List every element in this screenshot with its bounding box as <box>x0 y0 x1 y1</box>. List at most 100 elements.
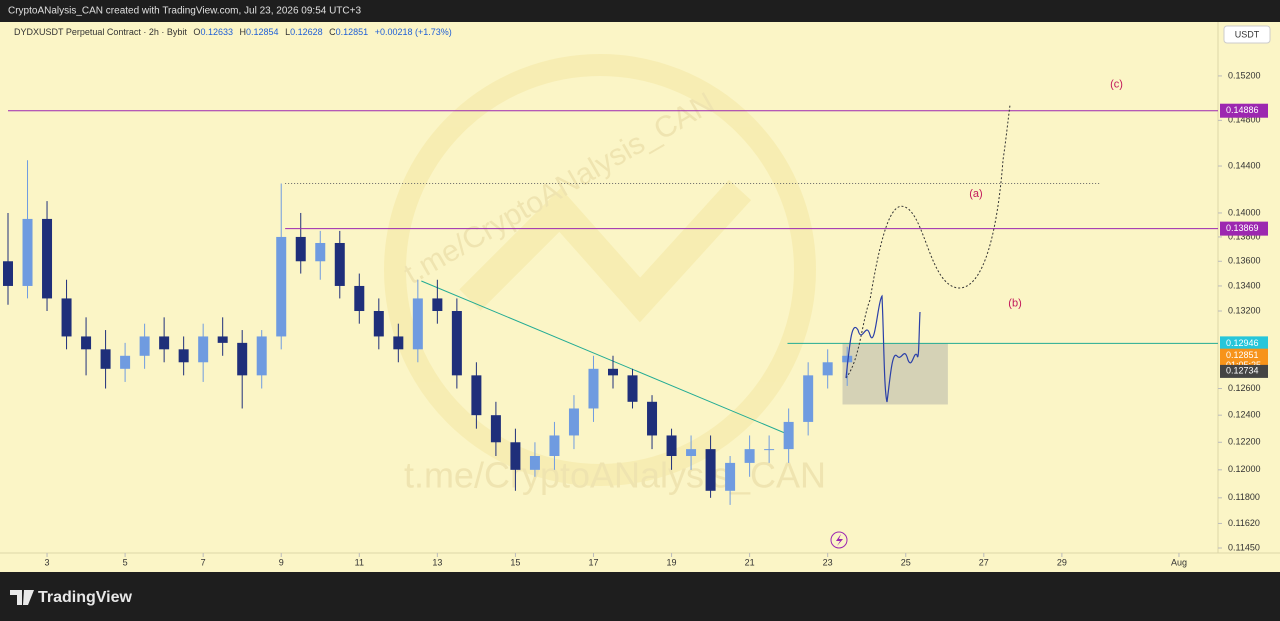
y-tick-label: 0.15200 <box>1228 70 1261 80</box>
wave-label: (c) <box>1110 79 1123 91</box>
tv-logo <box>10 590 34 605</box>
x-tick-label: 9 <box>279 557 284 567</box>
candle-body <box>354 285 365 312</box>
candle-body <box>276 236 287 337</box>
legend-key: L <box>285 27 290 37</box>
candle-body <box>705 449 716 491</box>
candle-body <box>471 375 482 416</box>
candle-body <box>120 355 131 369</box>
y-tick-label: 0.13600 <box>1228 256 1261 266</box>
x-tick-label: 7 <box>201 557 206 567</box>
watermark-logo <box>384 54 816 486</box>
legend-change: +0.00218 (+1.73%) <box>375 27 452 37</box>
wave-label: (a) <box>969 188 982 200</box>
candle-body <box>198 336 209 363</box>
currency: USDT <box>1235 29 1260 39</box>
x-tick-label: 23 <box>823 557 833 567</box>
candle-body <box>256 336 267 376</box>
x-tick-label: 11 <box>355 557 364 567</box>
candle-body <box>822 362 833 376</box>
level-label: 0.14886 <box>1226 105 1259 115</box>
level-label: 0.13869 <box>1226 223 1259 233</box>
legend-value: 0.12854 <box>246 27 279 37</box>
candle-body <box>803 375 814 422</box>
candle-body <box>842 355 853 363</box>
y-tick-label: 0.14000 <box>1228 207 1261 217</box>
candle-body <box>61 298 72 337</box>
candle-body <box>627 375 638 402</box>
x-tick-label: 21 <box>745 557 755 567</box>
candle-body <box>490 415 501 443</box>
candle-body <box>510 442 521 470</box>
level-label: 0.12946 <box>1226 338 1259 348</box>
projection-path <box>845 104 1011 379</box>
candle-body <box>295 236 306 262</box>
level-label-bg <box>1220 221 1268 236</box>
legend-symbol: DYDXUSDT Perpetual Contract · 2h · Bybit <box>14 27 187 37</box>
candle-body <box>315 242 326 262</box>
x-tick-label: 3 <box>45 557 50 567</box>
range-box <box>842 343 948 405</box>
candle-body <box>588 368 599 409</box>
y-tick-label: 0.11450 <box>1228 542 1260 552</box>
candle-body <box>783 421 794 450</box>
candle-body <box>432 298 443 312</box>
candle-body <box>686 449 697 456</box>
event-icon-bolt <box>836 534 843 546</box>
y-tick-label: 0.13800 <box>1228 231 1261 241</box>
watermark: t.me/CryptoANalysis_CAN <box>404 455 826 496</box>
y-tick-label: 0.12200 <box>1228 437 1261 447</box>
trend-line <box>421 280 788 435</box>
candle-body <box>334 242 345 286</box>
candle-body <box>100 349 111 369</box>
y-tick-label: 0.13200 <box>1228 305 1261 315</box>
candle-body <box>159 336 170 350</box>
x-tick-label: 15 <box>510 557 520 567</box>
candle-body <box>666 435 677 456</box>
footer-bar <box>0 572 1280 621</box>
candle-body <box>529 455 540 470</box>
candle-body <box>744 449 755 463</box>
y-tick-label: 0.11800 <box>1228 492 1260 502</box>
candle-body <box>725 462 736 491</box>
prev-price-bg <box>1220 364 1268 378</box>
x-tick-label: 25 <box>901 557 911 567</box>
candle-body <box>764 449 775 451</box>
candle-body <box>22 218 33 286</box>
y-tick-label: 0.14400 <box>1228 160 1261 170</box>
candle-body <box>139 336 150 356</box>
plot: 0.15200 0.14800 0.14400 0.14000 0.13800 0.136… <box>3 70 1268 567</box>
candle-body <box>237 342 248 376</box>
x-tick-label: 13 <box>432 557 442 567</box>
scribble-path <box>845 294 921 403</box>
wave-label: (b) <box>1008 297 1021 309</box>
header: CryptoANalysis_CAN created with TradingV… <box>8 6 361 17</box>
candle-body <box>217 336 228 343</box>
candle-body <box>412 298 423 350</box>
y-tick-label: 0.11620 <box>1228 518 1260 528</box>
candle-body <box>451 311 462 376</box>
candle-body <box>393 336 404 350</box>
top-bar <box>0 0 1280 22</box>
legend-key: O <box>193 27 200 37</box>
x-tick-label: Aug <box>1171 557 1187 567</box>
x-tick-label: 29 <box>1057 557 1067 567</box>
candle-body <box>42 218 53 299</box>
x-tick-label: 5 <box>123 557 128 567</box>
prev-price: 0.12734 <box>1226 365 1259 375</box>
candle-body <box>647 401 658 436</box>
y-tick-label: 0.14800 <box>1228 115 1261 125</box>
x-tick-label: 17 <box>588 557 598 567</box>
legend-value: 0.12851 <box>336 27 369 37</box>
last-price: 0.12851 <box>1226 350 1259 360</box>
candle-body <box>549 435 560 456</box>
currency-button[interactable] <box>1223 25 1271 44</box>
y-tick-label: 0.13400 <box>1228 280 1261 290</box>
event-icon[interactable] <box>830 531 848 549</box>
candle-body <box>178 349 189 363</box>
chart-background <box>0 22 1280 572</box>
candle-body <box>568 408 579 436</box>
level-label-bg <box>1220 336 1268 351</box>
